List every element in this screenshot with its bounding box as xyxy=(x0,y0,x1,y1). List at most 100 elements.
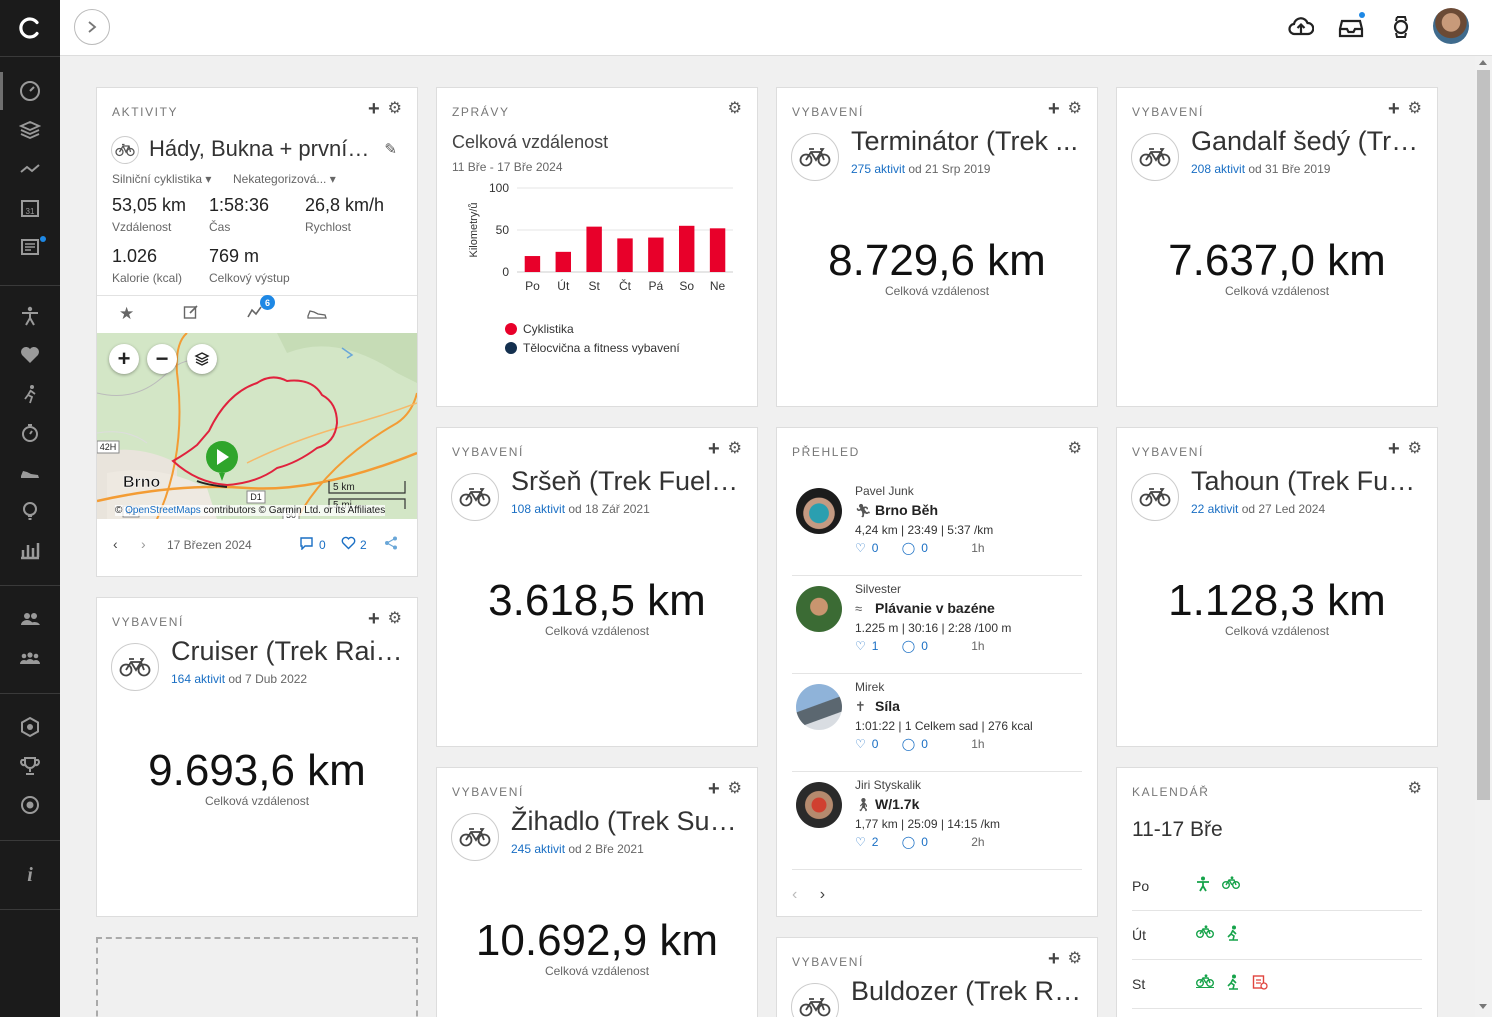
add-icon[interactable]: + xyxy=(707,778,720,800)
person-name[interactable]: Silvester xyxy=(855,582,902,596)
garmin-connect-logo[interactable] xyxy=(0,0,60,56)
gear-activities-link[interactable]: 275 aktivit xyxy=(851,162,906,176)
zoom-in-button[interactable]: + xyxy=(109,344,139,374)
cycling-icon[interactable] xyxy=(1222,876,1240,890)
activity-name[interactable]: ≈ Plávanie v bazéne xyxy=(855,600,995,616)
add-icon[interactable]: + xyxy=(367,608,380,630)
like-heart-icon[interactable]: ♡ xyxy=(855,541,866,555)
gear-activities-link[interactable]: 108 aktivit xyxy=(511,502,566,516)
add-icon[interactable]: + xyxy=(1047,948,1060,970)
health-heart-icon[interactable] xyxy=(0,336,60,374)
scrollbar-thumb[interactable] xyxy=(1477,70,1490,800)
activity-title[interactable]: Hády, Bukna + první ... xyxy=(149,136,371,161)
gear-name[interactable]: Terminátor (Trek ... xyxy=(851,126,1079,156)
edit-pencil-icon[interactable]: ✎ xyxy=(384,141,397,158)
gear-icon[interactable]: ⚙ xyxy=(1067,950,1082,967)
gear-activities-link[interactable]: 208 aktivit xyxy=(1191,162,1246,176)
gear-icon[interactable]: ⚙ xyxy=(727,440,742,457)
list-item[interactable]: Pavel Junk 🏃︎ Brno Běh 4,24 km | 23:49 | … xyxy=(792,478,1082,576)
reports-trend-icon[interactable] xyxy=(0,150,60,188)
share-icon[interactable] xyxy=(384,536,398,553)
gear-activities-link[interactable]: 22 aktivit xyxy=(1191,502,1239,516)
trophy-icon[interactable] xyxy=(0,747,60,785)
zoom-out-button[interactable]: − xyxy=(147,344,177,374)
activity-name[interactable]: 🚶︎ W/1.7k xyxy=(855,796,919,813)
gear-shoe-icon[interactable] xyxy=(307,304,327,324)
inbox-icon[interactable] xyxy=(1336,12,1366,42)
calendar-icon[interactable]: 31 xyxy=(0,189,60,227)
add-icon[interactable]: + xyxy=(1047,98,1060,120)
expand-sidebar-button[interactable] xyxy=(74,9,110,45)
stopwatch-icon[interactable] xyxy=(0,414,60,452)
user-avatar[interactable] xyxy=(1433,8,1469,44)
groups-icon[interactable] xyxy=(0,639,60,677)
gear-icon[interactable]: ⚙ xyxy=(727,780,742,797)
legend-item-fitness[interactable]: Tělocvična a fitness vybavení xyxy=(505,341,680,355)
gear-name[interactable]: Gandalf šedý (Tre... xyxy=(1191,126,1425,156)
cycling-icon[interactable] xyxy=(1196,925,1214,939)
person-name[interactable]: Pavel Junk xyxy=(855,484,914,498)
activities-stack-icon[interactable] xyxy=(0,111,60,149)
add-icon[interactable]: + xyxy=(707,438,720,460)
list-item[interactable]: Mirek ✝︎ Síla 1:01:22 | 1 Celkem sad | 27… xyxy=(792,674,1082,772)
person-name[interactable]: Jiri Styskalik xyxy=(855,778,922,792)
avatar[interactable] xyxy=(796,488,842,534)
gear-icon[interactable]: ⚙ xyxy=(727,100,742,117)
next-activity-chevron-icon[interactable]: › xyxy=(141,536,146,552)
comment-icon[interactable]: ◯ xyxy=(901,639,916,653)
insights-bulb-icon[interactable] xyxy=(0,492,60,530)
openstreetmap-link[interactable]: OpenStreetMaps xyxy=(125,505,201,516)
training-icon[interactable] xyxy=(0,297,60,335)
add-icon[interactable]: + xyxy=(1387,438,1400,460)
edit-note-icon[interactable] xyxy=(183,304,199,325)
watch-icon[interactable] xyxy=(1386,12,1416,42)
map-layers-button[interactable] xyxy=(187,344,217,374)
gear-icon[interactable]: ⚙ xyxy=(387,610,402,627)
like-heart-icon[interactable]: ♡ xyxy=(855,639,866,653)
previous-activity-chevron-icon[interactable]: ‹ xyxy=(113,536,118,552)
reports-bar-icon[interactable] xyxy=(0,531,60,569)
info-icon[interactable]: i xyxy=(0,855,60,893)
page-scrollbar[interactable] xyxy=(1475,56,1492,1017)
list-item[interactable]: Jiri Styskalik 🚶︎ W/1.7k 1,77 km | 25:09 … xyxy=(792,772,1082,870)
like-heart-icon[interactable] xyxy=(341,536,356,553)
avatar[interactable] xyxy=(796,782,842,828)
activity-type-dropdown[interactable]: Silniční cyklistika ▾ xyxy=(112,172,212,186)
avatar[interactable] xyxy=(796,684,842,730)
news-icon[interactable] xyxy=(0,228,60,266)
like-heart-icon[interactable]: ♡ xyxy=(855,737,866,751)
goals-target-icon[interactable] xyxy=(0,786,60,824)
calendar-week-range[interactable]: 11-17 Bře xyxy=(1132,818,1223,841)
gear-name[interactable]: Cruiser (Trek Rail 5) xyxy=(171,636,405,666)
gear-name[interactable]: Buldozer (Trek Rai... xyxy=(851,976,1085,1006)
avatar[interactable] xyxy=(796,586,842,632)
gear-icon[interactable]: ⚙ xyxy=(1067,440,1082,457)
performance-runner-icon[interactable] xyxy=(0,375,60,413)
strength-icon[interactable] xyxy=(1196,876,1210,892)
cycling-icon[interactable] xyxy=(1196,974,1214,988)
gear-icon[interactable]: ⚙ xyxy=(387,100,402,117)
add-card-placeholder[interactable] xyxy=(96,937,418,1017)
list-item[interactable]: Silvester ≈ Plávanie v bazéne 1.225 m | 3… xyxy=(792,576,1082,674)
shoe-icon[interactable] xyxy=(0,453,60,491)
gear-icon[interactable]: ⚙ xyxy=(1407,780,1422,797)
chevron-left-icon[interactable]: ‹ xyxy=(792,886,798,903)
badges-hexagon-icon[interactable] xyxy=(0,708,60,746)
dashboard-icon[interactable] xyxy=(0,72,60,110)
gear-name[interactable]: Tahoun (Trek Fuel... xyxy=(1191,466,1425,496)
gear-icon[interactable]: ⚙ xyxy=(1067,100,1082,117)
comment-icon[interactable]: ◯ xyxy=(901,541,916,555)
star-icon[interactable]: ★ xyxy=(119,304,135,323)
cloud-upload-icon[interactable] xyxy=(1286,12,1316,42)
gear-icon[interactable]: ⚙ xyxy=(1407,440,1422,457)
gear-activities-link[interactable]: 245 aktivit xyxy=(511,842,566,856)
connections-icon[interactable] xyxy=(0,600,60,638)
calendar-day-row[interactable]: St xyxy=(1132,960,1422,1009)
legend-item-cycling[interactable]: Cyklistika xyxy=(505,322,574,336)
segments-icon[interactable] xyxy=(247,304,263,324)
scroll-down-arrow-icon[interactable] xyxy=(1479,1004,1487,1009)
calendar-day-row[interactable]: Út xyxy=(1132,911,1422,960)
gear-name[interactable]: Sršeň (Trek Fuel E... xyxy=(511,466,745,496)
activity-name[interactable]: ✝︎ Síla xyxy=(855,698,900,715)
activity-name[interactable]: 🏃︎ Brno Běh xyxy=(855,502,938,519)
